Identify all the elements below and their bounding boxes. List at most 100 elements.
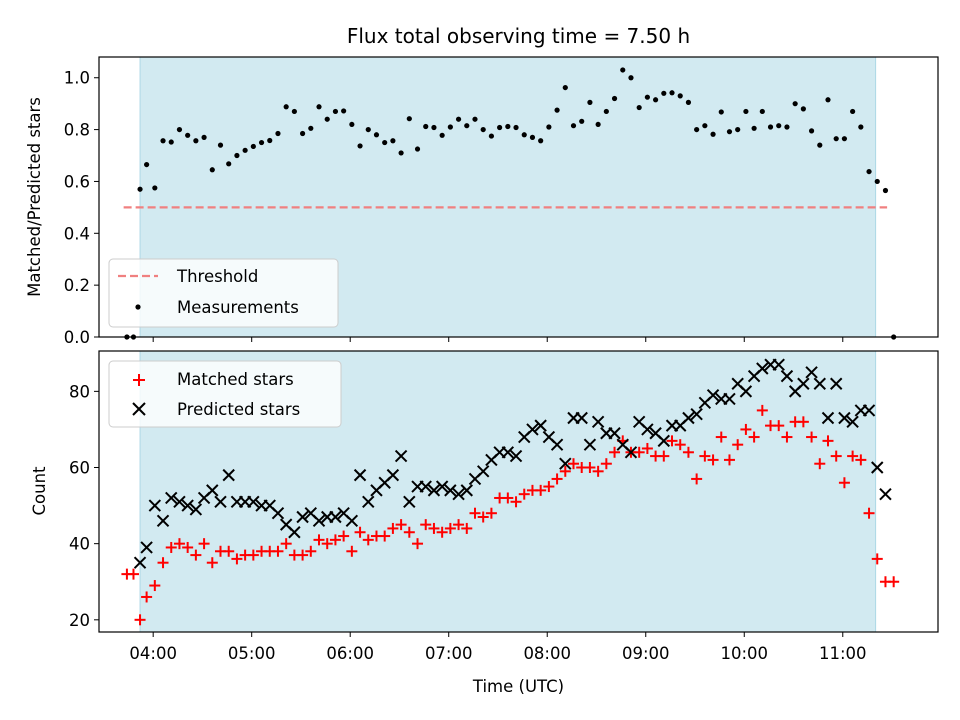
measurement-point	[726, 129, 733, 135]
matched-star-point	[453, 519, 465, 531]
predicted-star-point	[173, 495, 186, 508]
measurement-point	[858, 124, 864, 130]
predicted-star-point	[575, 411, 588, 425]
bottom-y-axis-label: Count	[30, 466, 49, 516]
measurement-point	[669, 90, 675, 96]
measurement-point	[513, 124, 519, 131]
measurement-point	[800, 106, 806, 112]
measurement-point	[570, 123, 577, 129]
y-tick-label: 0.2	[64, 276, 90, 295]
measurement-point	[201, 134, 207, 140]
matched-star-point	[321, 538, 333, 550]
matched-star-point	[732, 439, 744, 451]
predicted-star-point	[394, 449, 408, 463]
measurement-points	[124, 67, 897, 340]
predicted-star-point	[739, 385, 753, 398]
matched-star-point	[551, 473, 563, 485]
legend-matched-label: Matched stars	[177, 370, 294, 389]
predicted-star-point	[862, 404, 876, 417]
measurement-point	[373, 132, 380, 138]
matched-star-point	[871, 553, 883, 565]
matched-star-point	[641, 442, 653, 454]
matched-star-point	[157, 557, 169, 569]
matched-star-point	[568, 458, 580, 470]
measurement-point	[299, 130, 306, 137]
matched-star-point	[773, 420, 785, 432]
predicted-star-point	[797, 377, 810, 390]
measurement-point	[472, 116, 478, 122]
predicted-star-point	[435, 480, 449, 493]
matched-star-point	[806, 431, 818, 443]
measurement-point	[538, 138, 544, 144]
matched-star-point	[830, 450, 842, 462]
matched-star-point	[338, 530, 350, 542]
measurement-point	[332, 108, 339, 115]
matched-stars-points	[121, 404, 900, 626]
predicted-stars-points	[133, 358, 892, 569]
matched-star-point	[305, 545, 317, 557]
predicted-star-point	[156, 514, 170, 528]
measurement-point	[185, 132, 191, 138]
matched-star-point	[231, 553, 243, 565]
bottom-panel: 20 40 60 80 04:00 05:00 06:00 07:00 08:00 09:00 1…	[30, 350, 939, 696]
matched-star-point	[518, 488, 530, 500]
matched-star-point	[469, 507, 481, 519]
measurement-point	[242, 147, 248, 153]
matched-star-point	[707, 454, 719, 466]
measurement-point	[767, 124, 774, 130]
measurement-point	[808, 128, 815, 134]
measurement-point	[160, 138, 166, 144]
matched-star-point	[127, 568, 139, 580]
matched-star-point	[715, 431, 727, 443]
top-title: Flux total observing time = 7.50 h	[347, 24, 690, 48]
measurement-point	[152, 185, 158, 191]
measurement-point	[423, 123, 429, 130]
measurement-point	[784, 124, 790, 130]
measurement-point	[710, 131, 716, 137]
measurement-point	[283, 104, 289, 110]
matched-star-point	[134, 614, 146, 626]
x-tick-label: 05:00	[228, 644, 276, 663]
measurement-point	[652, 97, 659, 103]
matched-star-point	[395, 519, 407, 531]
matched-star-point	[510, 496, 522, 508]
predicted-star-point	[206, 484, 219, 497]
legend-matched-swatch	[133, 374, 145, 386]
y-tick-label: 1.0	[64, 69, 90, 88]
measurement-point	[234, 152, 240, 159]
bottom-plot-frame	[98, 350, 939, 633]
measurement-point	[620, 67, 626, 73]
measurement-point	[562, 84, 568, 91]
predicted-star-point	[460, 484, 473, 497]
measurement-point	[636, 104, 642, 111]
predicted-star-point	[813, 377, 826, 390]
matched-star-point	[502, 492, 514, 504]
predicted-star-point	[476, 465, 490, 478]
matched-star-point	[535, 484, 547, 496]
predicted-star-point	[288, 526, 301, 539]
measurement-point	[866, 168, 872, 175]
measurement-point	[382, 139, 388, 146]
measurement-point	[529, 134, 536, 140]
matched-star-point	[559, 465, 571, 477]
measurement-point	[488, 133, 495, 139]
predicted-star-point	[222, 468, 235, 482]
matched-star-point	[165, 541, 177, 553]
matched-star-point	[682, 446, 694, 458]
predicted-star-point	[682, 411, 695, 425]
matched-star-point	[888, 576, 900, 588]
predicted-star-point	[427, 484, 441, 497]
matched-star-point	[477, 511, 489, 523]
y-tick-label: 20	[69, 611, 90, 630]
measurement-point	[841, 136, 848, 142]
measurement-point	[291, 108, 297, 115]
predicted-star-point	[509, 449, 523, 463]
measurement-point	[743, 108, 749, 115]
predicted-star-point	[329, 510, 342, 524]
measurement-point	[455, 116, 462, 122]
predicted-star-point	[591, 415, 605, 429]
predicted-star-point	[312, 514, 326, 528]
measurement-point	[776, 123, 782, 129]
predicted-star-point	[756, 362, 769, 375]
measurement-point	[677, 93, 683, 99]
